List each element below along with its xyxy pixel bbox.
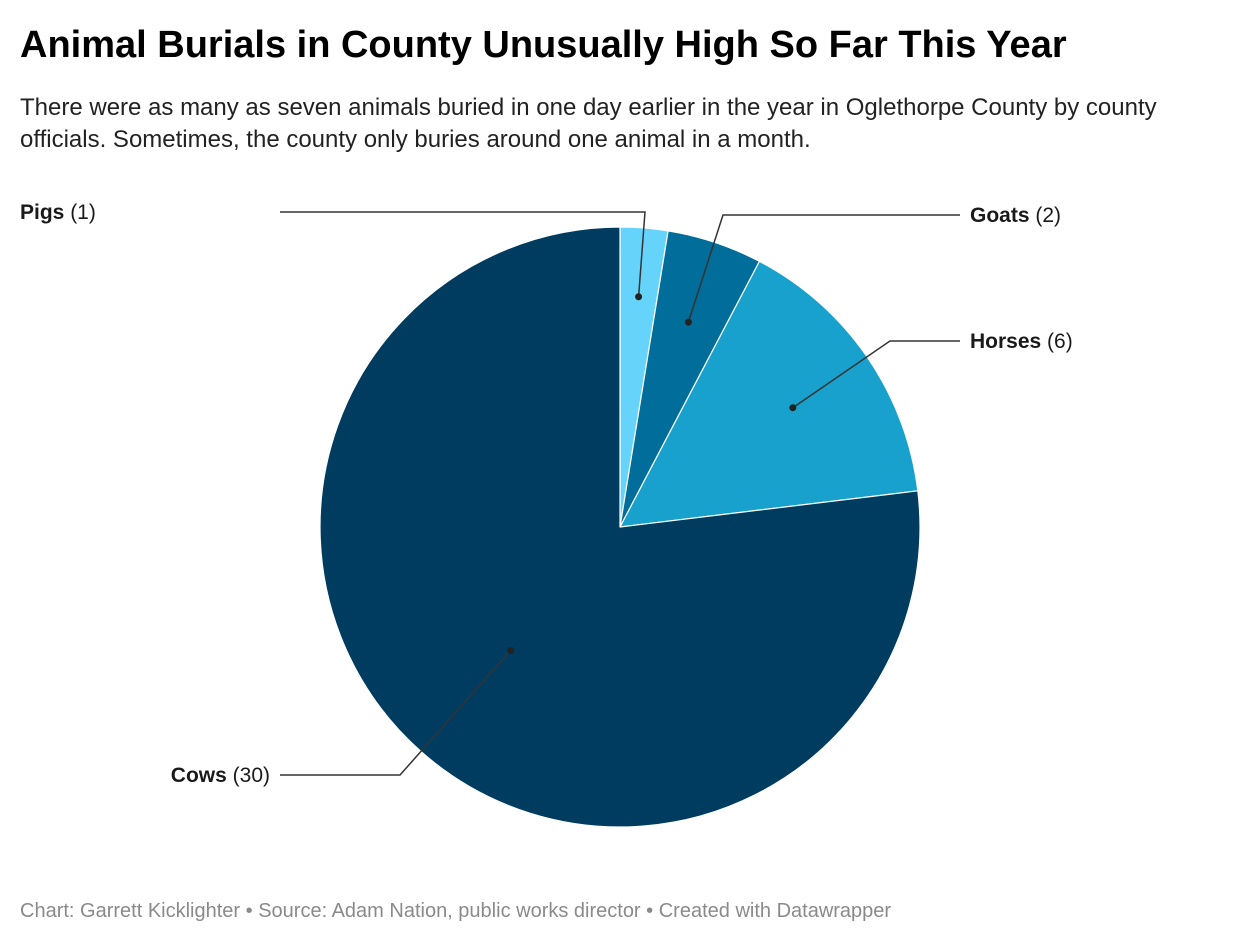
pie-slices xyxy=(319,226,921,828)
footer-credit: Chart: Garrett Kicklighter xyxy=(20,900,241,922)
leader-line-goats xyxy=(687,214,960,323)
chart-footer: Chart: Garrett Kicklighter • Source: Ada… xyxy=(20,898,891,924)
footer-separator: • xyxy=(640,900,659,922)
leader-dot-pigs xyxy=(635,293,643,301)
slice-label-value: (1) xyxy=(64,201,96,224)
slice-label-pigs: Pigs (1) xyxy=(20,201,96,224)
slice-label-horses: Horses (6) xyxy=(970,330,1073,353)
footer-source: Source: Adam Nation, public works direct… xyxy=(258,900,641,922)
chart-subtitle: There were as many as seven animals buri… xyxy=(20,94,1157,153)
leader-line-pigs xyxy=(280,211,646,297)
footer-separator: • xyxy=(240,900,259,922)
leader-line-horses xyxy=(792,340,960,409)
slice-label-name: Horses xyxy=(970,330,1041,353)
slice-label-cows: Cows (30) xyxy=(171,764,270,787)
slice-label-name: Goats xyxy=(970,204,1030,227)
leader-dot-cows xyxy=(507,647,515,655)
leader-dot-goats xyxy=(684,318,692,326)
slice-label-value: (2) xyxy=(1030,204,1062,227)
slice-label-goats: Goats (2) xyxy=(970,204,1061,227)
slice-labels: Pigs (1) Goats (2) Horses (6) Cows (30) xyxy=(20,201,1073,787)
slice-label-value: (6) xyxy=(1041,330,1073,353)
chart-title: Animal Burials in County Unusually High … xyxy=(20,24,1067,66)
leader-line-cows xyxy=(280,650,512,776)
leader-lines xyxy=(280,211,960,776)
slice-label-name: Pigs xyxy=(20,201,64,224)
leader-dot-horses xyxy=(789,404,797,412)
slice-label-name: Cows xyxy=(171,764,227,787)
footer-tool: Created with Datawrapper xyxy=(658,900,892,922)
slice-label-value: (30) xyxy=(227,764,270,787)
